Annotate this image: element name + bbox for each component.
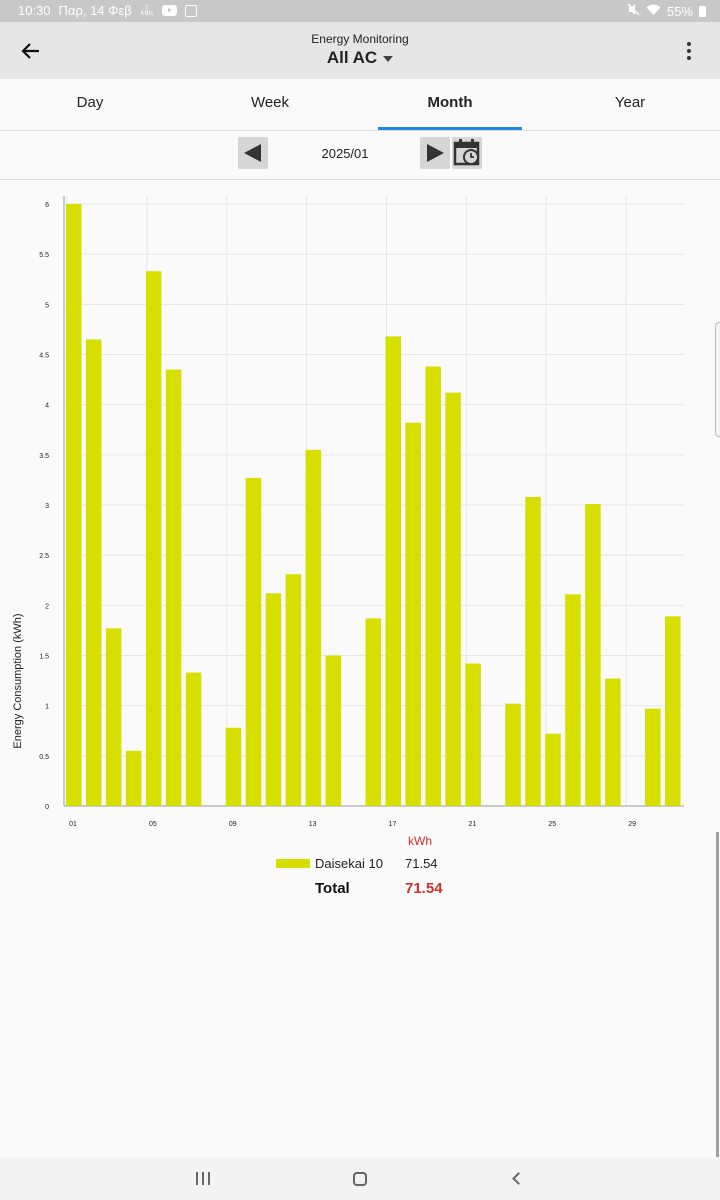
previous-month-button[interactable] — [238, 137, 268, 169]
bar-day-05 — [145, 271, 162, 806]
triangle-left-icon — [244, 144, 261, 162]
legend-item[interactable]: Daisekai 10 71.54 — [276, 856, 476, 872]
y-tick-label: 3 — [45, 503, 49, 510]
home-icon — [353, 1172, 367, 1186]
bar-day-12 — [285, 574, 302, 806]
legend-unit: kWh — [408, 834, 432, 848]
x-tick-label: 01 — [69, 821, 77, 828]
next-month-button[interactable] — [420, 137, 450, 169]
calendar-button[interactable] — [452, 137, 482, 169]
y-tick-label: 4.5 — [39, 353, 49, 360]
y-tick-label: 0.5 — [39, 754, 49, 761]
bar-day-04 — [125, 750, 142, 806]
wifi-icon — [646, 4, 661, 19]
bar-day-07 — [185, 672, 202, 806]
y-tick-label: 2 — [45, 603, 49, 610]
arrow-left-icon — [21, 43, 39, 59]
bar-day-30 — [645, 708, 661, 806]
bar-day-23 — [505, 703, 521, 806]
app-bar: Energy Monitoring All AC — [0, 22, 720, 79]
x-tick-label: 25 — [548, 821, 556, 828]
bar-day-18 — [405, 422, 421, 806]
status-date: Παρ, 14 Φεβ — [58, 3, 132, 18]
calendar-clock-icon — [453, 139, 480, 166]
bar-day-21 — [465, 663, 481, 806]
bar-day-16 — [365, 618, 382, 806]
legend-swatch — [276, 859, 310, 868]
bar-day-27 — [585, 503, 601, 806]
battery-icon — [699, 5, 706, 17]
bar-day-03 — [105, 628, 122, 806]
tab-indicator — [378, 127, 522, 130]
bar-day-01 — [66, 204, 82, 806]
bar-day-17 — [385, 336, 401, 806]
tab-year[interactable]: Year — [614, 94, 646, 111]
chevron-left-icon — [512, 1172, 525, 1185]
current-period: 2025/01 — [321, 146, 369, 161]
x-tick-label: 09 — [229, 821, 237, 828]
x-tick-label: 17 — [389, 821, 397, 828]
y-axis-label: Energy Consumption (kWh) — [12, 613, 24, 749]
bar-day-14 — [325, 655, 342, 806]
y-tick-label: 1.5 — [39, 654, 49, 661]
tab-week[interactable]: Week — [250, 94, 290, 111]
legend-device-value: 71.54 — [405, 856, 438, 871]
total-label: Total — [315, 880, 350, 897]
home-button[interactable] — [345, 1166, 375, 1192]
bar-day-06 — [165, 369, 182, 806]
x-tick-label: 29 — [628, 821, 636, 828]
triangle-right-icon — [427, 144, 444, 162]
device-selector-label: All AC — [326, 48, 378, 67]
status-time: 10:30 — [18, 3, 51, 18]
tab-day[interactable]: Day — [76, 94, 104, 111]
tab-month[interactable]: Month — [427, 94, 473, 111]
bar-day-26 — [565, 594, 581, 806]
network-speed: 0 KB/s — [140, 4, 154, 17]
edge-panel-handle[interactable] — [715, 322, 720, 437]
y-tick-label: 3.5 — [39, 453, 49, 460]
gallery-icon — [184, 4, 197, 17]
device-selector[interactable]: All AC — [0, 48, 720, 68]
bar-day-02 — [85, 339, 102, 806]
y-tick-label: 6 — [45, 202, 49, 209]
y-tick-label: 5.5 — [39, 252, 49, 259]
status-bar: 10:30 Παρ, 14 Φεβ 0 KB/s 55% — [0, 0, 720, 22]
scrollbar[interactable] — [716, 832, 719, 1157]
mute-icon — [627, 3, 640, 19]
date-navigator: 2025/01 — [0, 131, 720, 180]
bar-day-13 — [305, 449, 322, 806]
x-tick-label: 13 — [309, 821, 317, 828]
overflow-menu-button[interactable] — [678, 40, 700, 62]
x-tick-label: 21 — [468, 821, 476, 828]
system-navigation-bar — [0, 1158, 720, 1200]
y-tick-label: 4 — [45, 403, 49, 410]
bar-day-19 — [425, 366, 441, 806]
bar-day-24 — [525, 496, 541, 806]
bar-day-11 — [265, 593, 282, 806]
y-tick-label: 1 — [45, 704, 49, 711]
bar-day-10 — [245, 477, 262, 806]
y-tick-label: 2.5 — [39, 553, 49, 560]
x-tick-label: 05 — [149, 821, 157, 828]
bar-day-28 — [605, 678, 621, 806]
period-tabs: Day Week Month Year — [0, 79, 720, 131]
system-back-button[interactable] — [503, 1166, 533, 1192]
bar-day-25 — [545, 733, 561, 806]
recents-button[interactable] — [188, 1166, 218, 1192]
y-tick-label: 0 — [45, 804, 49, 811]
legend-device-name: Daisekai 10 — [315, 856, 383, 871]
bar-day-20 — [445, 392, 461, 806]
youtube-icon — [161, 5, 177, 16]
chevron-down-icon — [383, 55, 394, 62]
back-button[interactable] — [16, 36, 46, 66]
energy-chart: 0 0.5 1 1.5 2 2.5 3 3.5 4 4.5 5 5.5 6 01 05 09 13 17 21 25 2… — [0, 180, 720, 860]
page-title: Energy Monitoring — [311, 32, 409, 46]
bar-day-31 — [665, 616, 681, 806]
bar-chart: 0 0.5 1 1.5 2 2.5 3 3.5 4 4.5 5 5.5 6 01 05 09 13 17 21 25 2… — [39, 196, 684, 828]
bar-day-09 — [225, 727, 242, 806]
total-value: 71.54 — [405, 880, 443, 897]
battery-percent: 55% — [666, 3, 693, 19]
y-tick-label: 5 — [45, 302, 49, 309]
